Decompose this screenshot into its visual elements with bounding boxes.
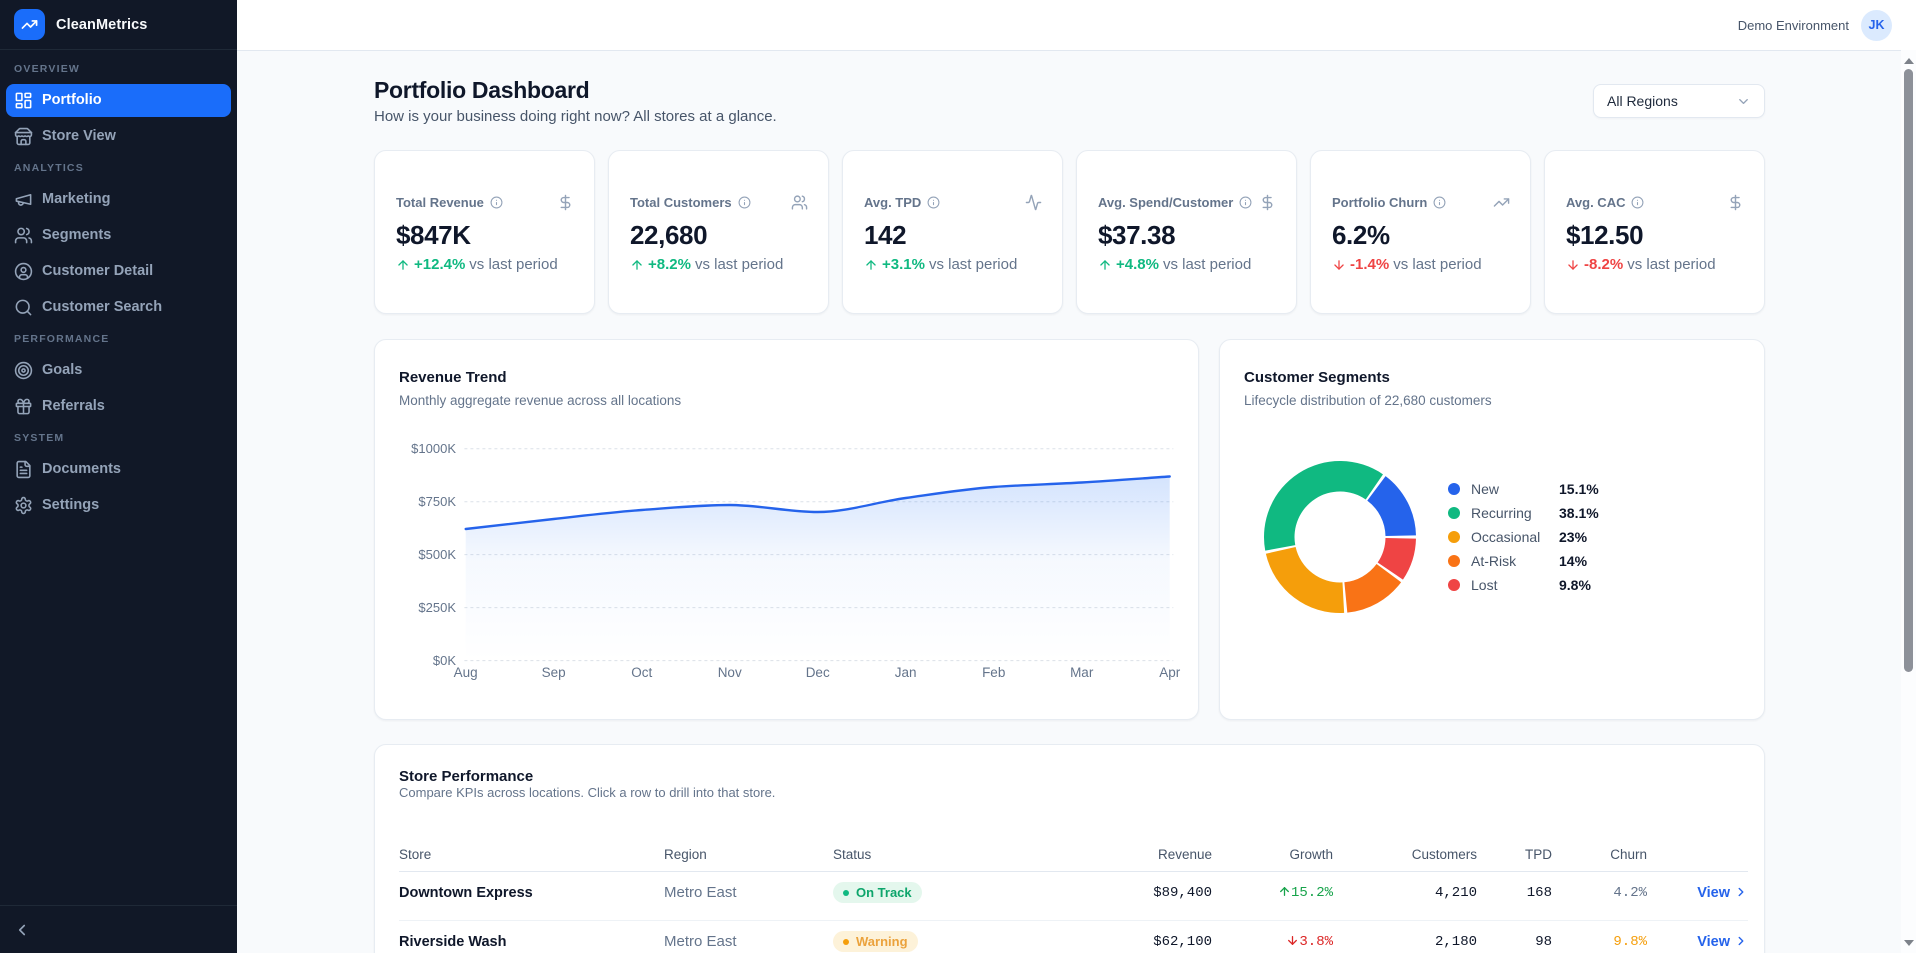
svg-text:$250K: $250K <box>418 600 456 615</box>
svg-text:Sep: Sep <box>542 665 566 680</box>
svg-text:Aug: Aug <box>454 665 478 680</box>
svg-text:$500K: $500K <box>418 547 456 562</box>
svg-text:Jan: Jan <box>895 665 917 680</box>
svg-text:Feb: Feb <box>982 665 1005 680</box>
svg-text:Nov: Nov <box>718 665 742 680</box>
svg-text:Mar: Mar <box>1070 665 1094 680</box>
svg-text:$1000K: $1000K <box>411 441 456 456</box>
svg-text:Oct: Oct <box>631 665 652 680</box>
svg-text:Apr: Apr <box>1159 665 1181 680</box>
svg-text:Dec: Dec <box>806 665 830 680</box>
svg-text:$750K: $750K <box>418 494 456 509</box>
svg-text:$0K: $0K <box>433 653 456 668</box>
